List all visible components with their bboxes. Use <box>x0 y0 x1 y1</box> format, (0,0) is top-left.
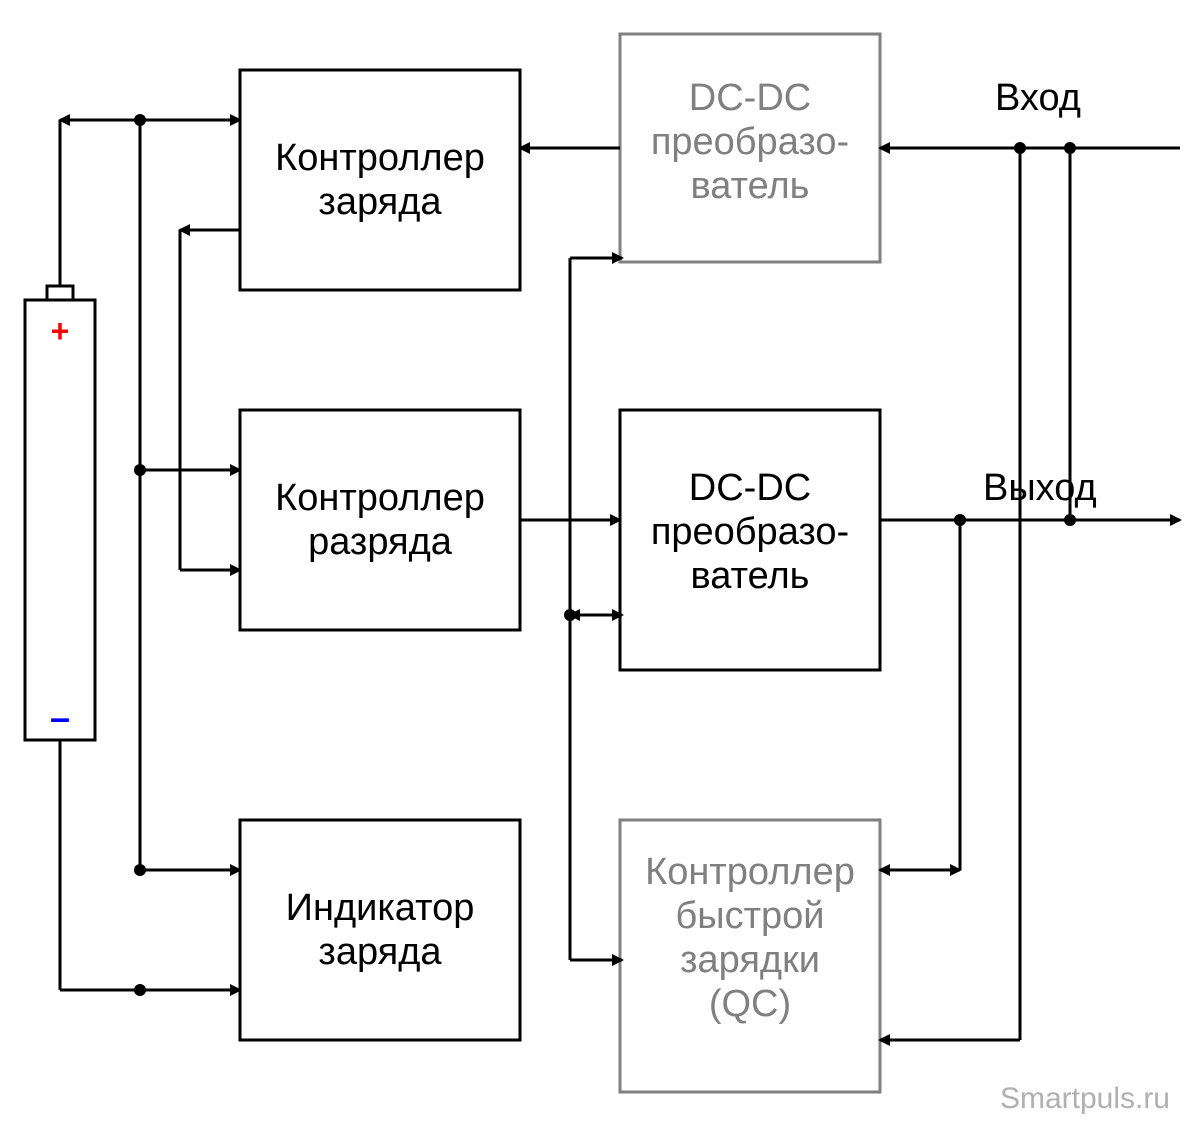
dcdc-out-line2: преобразо- <box>651 511 849 553</box>
watermark-text: Smartpuls.ru <box>1000 1082 1170 1115</box>
charge-ctrl-line1: Контроллер <box>275 137 485 179</box>
box-indicator: Индикатор заряда <box>240 820 520 1040</box>
box-charge-controller: Контроллер заряда <box>240 70 520 290</box>
dcdc-in-line1: DC-DC <box>689 77 811 119</box>
input-label: Вход <box>995 77 1081 119</box>
box-dcdc-output: DC-DC преобразо- ватель <box>620 410 880 670</box>
battery-minus: – <box>50 697 70 738</box>
box-discharge-controller: Контроллер разряда <box>240 410 520 630</box>
indicator-line1: Индикатор <box>286 887 475 929</box>
dcdc-out-line3: ватель <box>691 555 810 597</box>
qc-line4: (QC) <box>709 983 791 1025</box>
qc-line1: Контроллер <box>645 851 855 893</box>
battery-symbol: + – <box>25 286 95 740</box>
dcdc-in-line2: преобразо- <box>651 121 849 163</box>
charge-ctrl-line2: заряда <box>318 181 442 223</box>
box-dcdc-input: DC-DC преобразо- ватель <box>620 34 880 262</box>
qc-line2: быстрой <box>676 895 825 937</box>
qc-line3: зарядки <box>680 939 820 981</box>
battery-plus: + <box>51 313 70 349</box>
discharge-ctrl-line1: Контроллер <box>275 477 485 519</box>
dcdc-out-line1: DC-DC <box>689 467 811 509</box>
output-label: Выход <box>983 467 1097 509</box>
indicator-line2: заряда <box>318 931 442 973</box>
box-qc-controller: Контроллер быстрой зарядки (QC) <box>620 820 880 1092</box>
dcdc-in-line3: ватель <box>691 165 810 207</box>
discharge-ctrl-line2: разряда <box>308 521 453 563</box>
